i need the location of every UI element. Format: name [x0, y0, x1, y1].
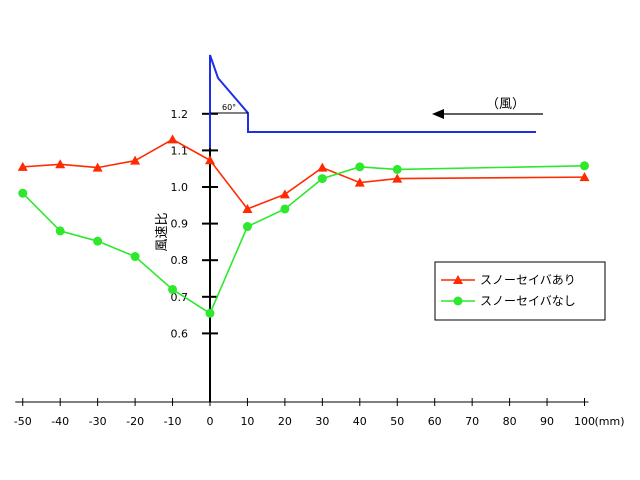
legend-marker-0	[453, 275, 463, 284]
wind-label: （風）	[486, 97, 525, 112]
wind-arrow-head	[432, 109, 444, 119]
y-tick-label: 0.9	[171, 218, 189, 231]
data-point-series-1	[205, 308, 215, 318]
x-tick-label: 80	[503, 415, 517, 428]
data-point-series-1	[580, 161, 589, 171]
legend-label-0: スノーセイバあり	[480, 273, 576, 287]
data-point-series-1	[18, 188, 28, 198]
x-tick-label: -30	[89, 415, 107, 428]
x-tick-label: -50	[14, 415, 32, 428]
y-axis-label: 風速比	[155, 212, 170, 251]
axes-layer: -50 -40 -30 -20 -10 0 10 20 30 40 50 60 70 80 90 100 (mm…	[14, 108, 625, 428]
data-point-series-1	[130, 252, 140, 262]
x-tick-label: -40	[51, 415, 69, 428]
data-point-series-1	[317, 174, 327, 184]
legend-label-1: スノーセイバなし	[480, 294, 576, 308]
data-point-series-0	[317, 162, 328, 172]
data-point-series-1	[392, 164, 402, 174]
x-tick-label: 60	[428, 415, 442, 428]
data-point-series-1	[242, 222, 252, 232]
data-point-series-0	[354, 177, 365, 187]
data-point-series-1	[55, 226, 65, 236]
data-point-series-1	[93, 236, 103, 246]
data-point-series-0	[242, 203, 253, 213]
data-point-series-1	[355, 162, 365, 172]
y-tick-label: 0.7	[171, 291, 189, 304]
y-tick-label: 1.2	[171, 108, 189, 121]
x-tick-label: 40	[353, 415, 367, 428]
y-tick-label: 1.1	[171, 144, 189, 157]
data-point-series-0	[167, 134, 178, 144]
y-tick-label: 0.6	[171, 327, 189, 340]
data-point-series-0	[392, 173, 403, 183]
data-point-series-0	[205, 155, 215, 165]
x-tick-label: 70	[465, 415, 479, 428]
y-tick-label: 0.8	[171, 254, 189, 267]
x-tick-label: 10	[240, 415, 254, 428]
data-point-series-0	[130, 155, 141, 165]
x-tick-label: -10	[164, 415, 182, 428]
series-line-1	[22, 164, 585, 315]
x-tick-label: 100	[574, 415, 595, 428]
snow-saver-profile: 60° （風）	[209, 54, 543, 148]
x-tick-label: -20	[126, 415, 144, 428]
x-tick-label: 50	[390, 415, 404, 428]
series-line-0	[22, 138, 585, 210]
data-point-series-0	[92, 162, 103, 172]
x-tick-label: 90	[540, 415, 554, 428]
data-point-series-0	[579, 172, 590, 182]
legend-box	[434, 261, 606, 321]
data-point-series-0	[279, 189, 290, 199]
data-point-series-0	[55, 159, 66, 169]
data-point-series-1	[280, 204, 290, 214]
y-tick-label: 1.0	[171, 181, 189, 194]
snow-saver-outline	[209, 54, 536, 148]
series-layer	[17, 134, 590, 318]
legend-marker-1	[453, 296, 463, 306]
x-tick-label: 0	[207, 415, 214, 428]
data-point-series-1	[168, 284, 178, 294]
data-point-series-0	[17, 161, 28, 171]
x-unit-label: (mm)	[595, 415, 625, 428]
x-tick-label: 20	[278, 415, 292, 428]
x-tick-label: 30	[315, 415, 329, 428]
angle-label: 60°	[222, 103, 236, 112]
